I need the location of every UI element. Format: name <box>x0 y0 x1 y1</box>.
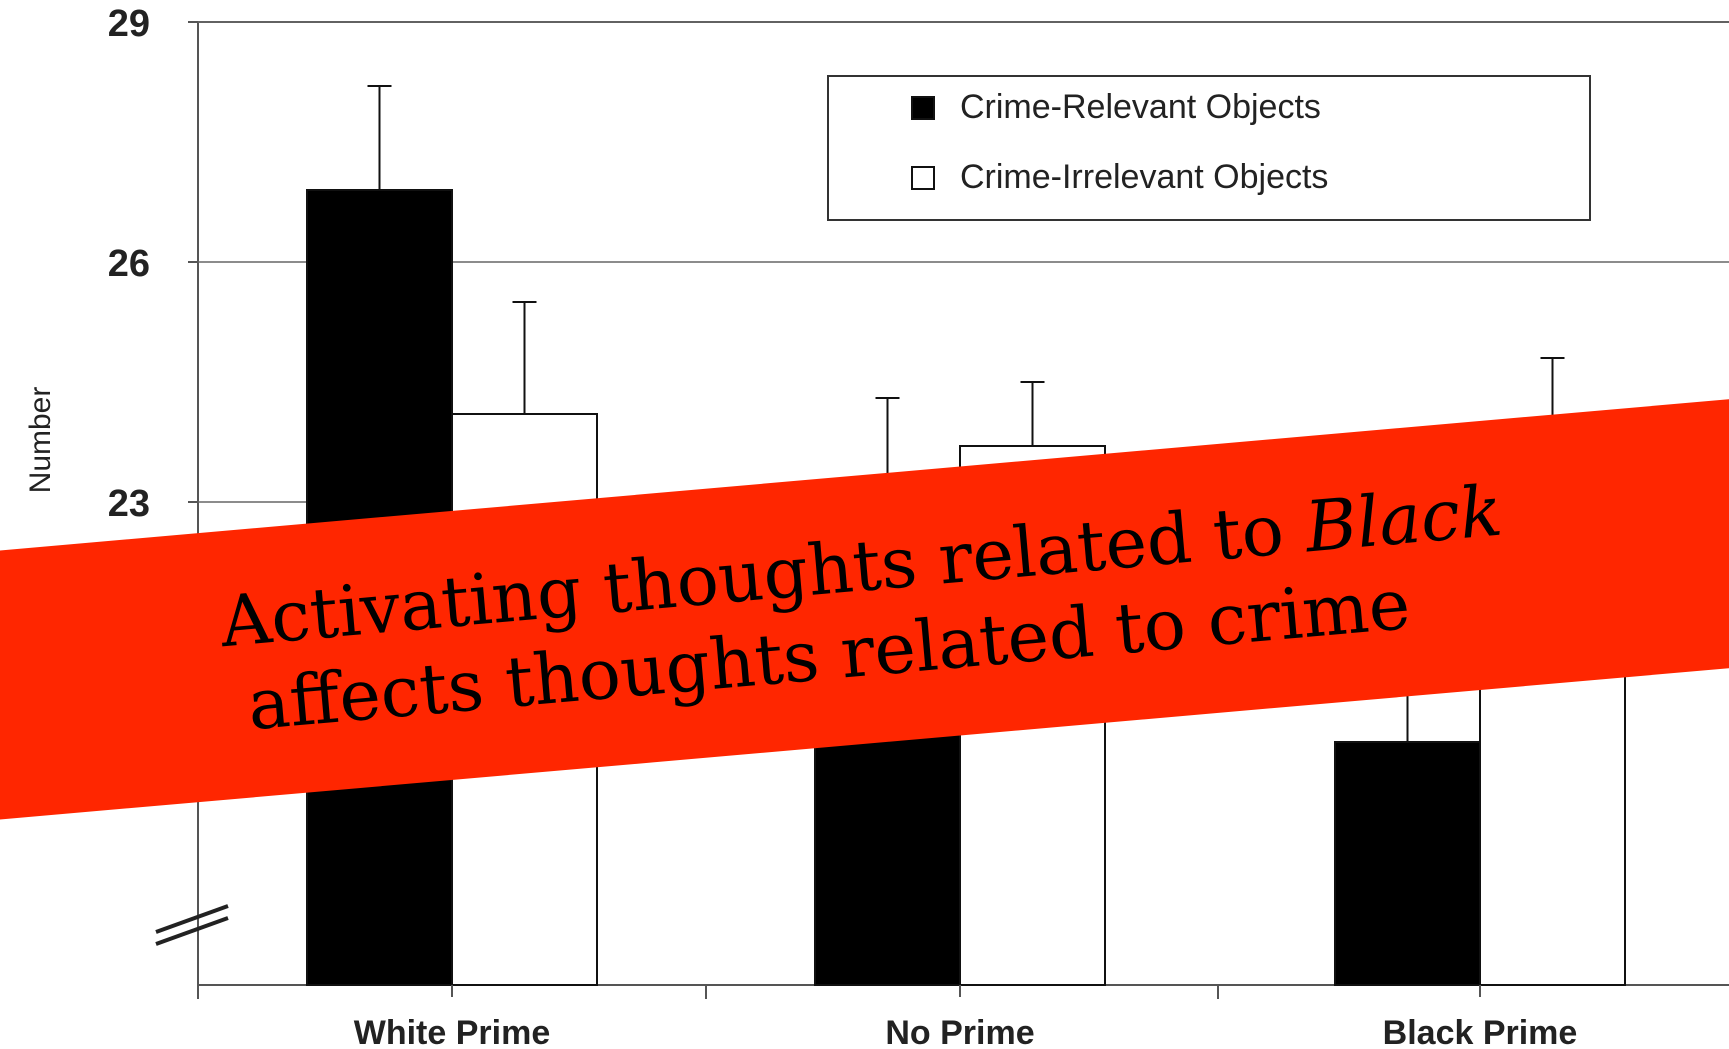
legend-swatch <box>911 166 935 190</box>
legend-swatch <box>911 96 935 120</box>
legend-box <box>827 75 1591 221</box>
y-tick-label: 23 <box>108 483 150 525</box>
y-tick-label: 26 <box>108 243 150 285</box>
x-tick-label: White Prime <box>354 1014 550 1049</box>
x-tick-label: No Prime <box>885 1014 1034 1049</box>
y-axis-label: Number <box>24 387 57 494</box>
y-tick-label: 29 <box>108 3 150 45</box>
legend-label: Crime-Irrelevant Objects <box>960 158 1328 196</box>
bar-crime-relevant <box>1334 741 1481 986</box>
axis-break-mark <box>155 904 229 934</box>
banner-emphasis: Black <box>1301 469 1506 569</box>
axis-break-mark <box>155 916 229 946</box>
legend: Crime-Relevant Objects Crime-Irrelevant O… <box>827 75 1591 221</box>
x-tick-label: Black Prime <box>1383 1014 1578 1049</box>
legend-label: Crime-Relevant Objects <box>960 88 1321 126</box>
